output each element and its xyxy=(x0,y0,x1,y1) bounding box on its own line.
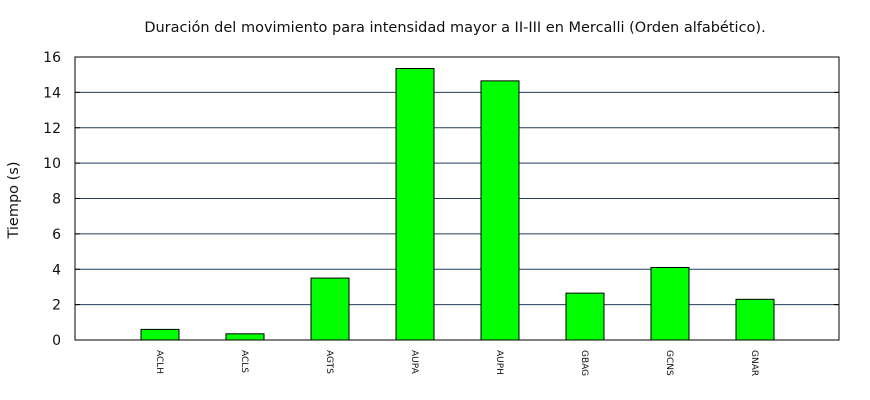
x-tick-label: AUPH xyxy=(494,350,504,375)
bars xyxy=(140,67,775,341)
y-axis-label: Tiempo (s) xyxy=(6,161,22,239)
y-tick-label: 16 xyxy=(43,50,61,66)
bar-aclh xyxy=(140,328,180,341)
y-axis-ticks: 0 2 4 6 8 10 12 14 16 xyxy=(43,50,839,349)
x-tick-label: GCNS xyxy=(664,350,674,376)
x-tick-label: AUPA xyxy=(409,350,419,375)
y-tick-label: 6 xyxy=(52,227,61,243)
y-tick-label: 0 xyxy=(52,333,61,349)
bar-gbag xyxy=(565,292,605,341)
bar-gcns xyxy=(650,266,690,341)
gridlines xyxy=(75,91,839,306)
x-tick-label: GNAR xyxy=(749,350,759,376)
y-tick-label: 8 xyxy=(52,192,61,208)
y-tick-label: 10 xyxy=(43,156,61,172)
y-tick-label: 2 xyxy=(52,298,61,314)
x-tick-label: AGTS xyxy=(324,350,334,374)
x-tick-label: ACLS xyxy=(239,350,249,373)
y-tick-label: 12 xyxy=(43,121,61,137)
bar-agts xyxy=(310,277,350,341)
y-tick-label: 14 xyxy=(43,85,61,101)
y-tick-label: 4 xyxy=(52,262,61,278)
bar-gnar xyxy=(735,298,775,341)
chart-title: Duración del movimiento para intensidad … xyxy=(144,20,765,36)
x-axis-category-labels: ACLH ACLS AGTS AUPA AUPH GBAG GCNS GNAR xyxy=(154,350,759,376)
bar-auph xyxy=(480,80,520,341)
x-tick-label: ACLH xyxy=(154,350,164,374)
bar-aupa xyxy=(395,67,435,341)
bar-acls xyxy=(225,333,265,341)
x-tick-label: GBAG xyxy=(579,350,589,376)
